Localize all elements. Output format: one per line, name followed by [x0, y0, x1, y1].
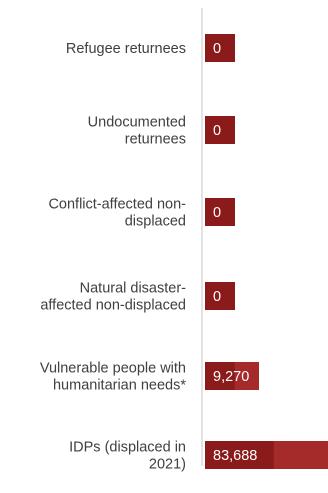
category-label-line: affected non-displaced — [40, 298, 186, 314]
category-label-line: Refugee returnees — [66, 41, 186, 57]
category-label-line: Natural disaster- — [80, 281, 187, 297]
category-label-line: returnees — [125, 132, 186, 148]
bars-group — [205, 34, 328, 469]
value-label-1: 0 — [213, 41, 221, 57]
bar-2 — [205, 116, 235, 144]
bar-segment-5 — [234, 362, 259, 390]
category-label-1: Refugee returnees — [66, 41, 186, 57]
value-label-6: 83,688 — [213, 448, 257, 464]
category-label-line: displaced — [125, 214, 186, 230]
category-label-line: Vulnerable people with — [40, 361, 186, 377]
category-labels-group: Refugee returnees Undocumented returnees Co… — [40, 41, 187, 473]
value-label-5: 9,270 — [213, 369, 249, 385]
category-label-3: Conflict-affected non-displaced — [48, 197, 186, 230]
category-label-4: Natural disaster-affected non-displaced — [40, 281, 186, 314]
category-label-line: IDPs (displaced in — [69, 440, 186, 456]
category-label-2: Undocumented returnees — [88, 115, 186, 148]
category-label-line: Undocumented — [88, 115, 186, 131]
value-labels-group: 0 0 0 0 9,270 83,688 — [213, 41, 257, 464]
bar-segment-6 — [273, 441, 328, 469]
category-label-5: Vulnerable people with humanitarian needs… — [40, 361, 187, 394]
bar-1 — [205, 34, 235, 62]
category-label-line: 2021) — [149, 457, 186, 473]
category-label-6: IDPs (displaced in 2021) — [69, 440, 186, 473]
bar-4 — [205, 282, 235, 310]
bar-3 — [205, 198, 235, 226]
category-label-line: Conflict-affected non- — [48, 197, 186, 213]
value-label-2: 0 — [213, 123, 221, 139]
category-label-line: humanitarian needs* — [53, 378, 186, 394]
value-label-3: 0 — [213, 205, 221, 221]
value-label-4: 0 — [213, 289, 221, 305]
